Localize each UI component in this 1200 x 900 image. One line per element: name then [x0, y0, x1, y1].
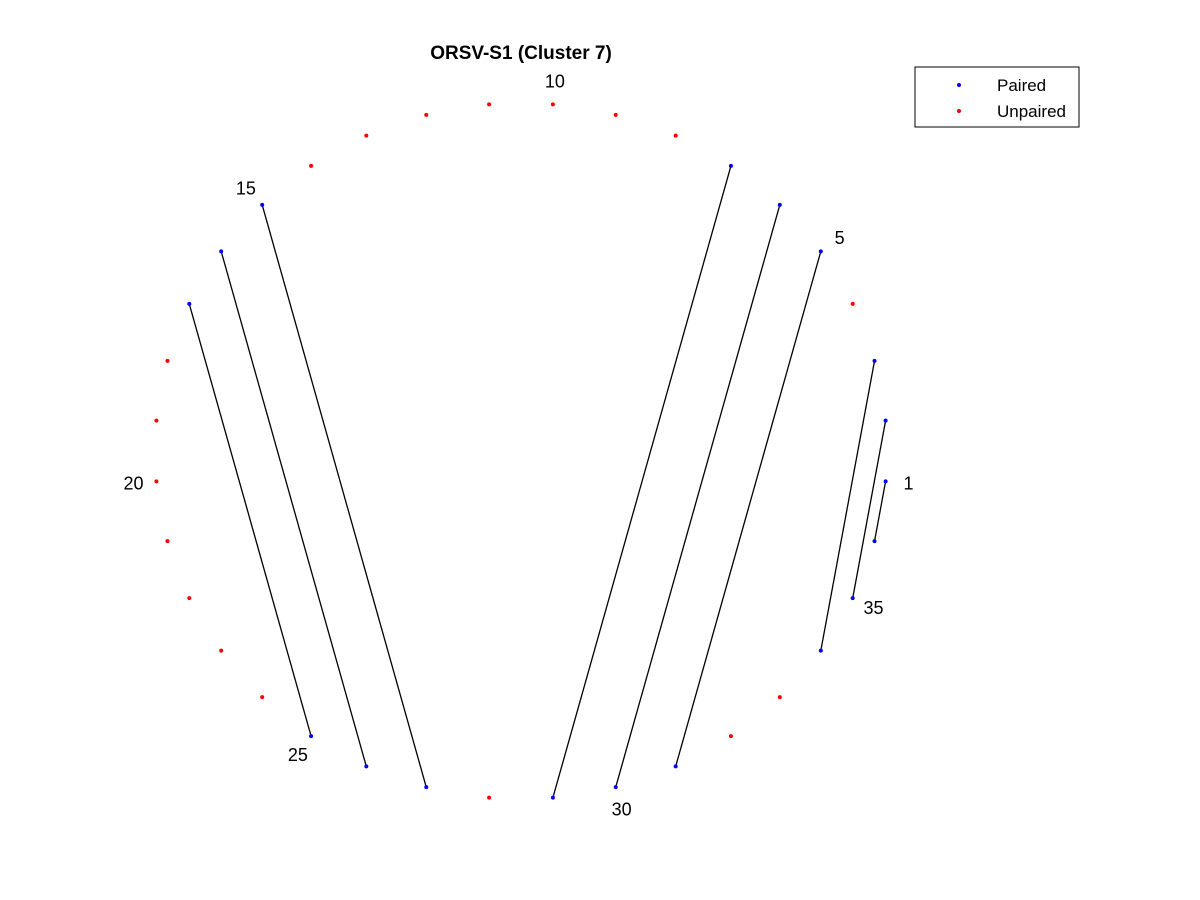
unpaired-point-13	[364, 133, 369, 138]
unpaired-point-9	[613, 112, 618, 117]
pair-line-5-31	[675, 251, 822, 767]
paired-point-27	[424, 785, 429, 790]
paired-point-3	[872, 358, 877, 363]
unpaired-point-22	[187, 596, 192, 601]
position-label-25: 25	[288, 745, 308, 765]
paired-point-31	[673, 764, 678, 769]
legend-paired-marker	[957, 83, 961, 87]
paired-point-25	[309, 734, 314, 739]
paired-point-29	[550, 795, 555, 800]
unpaired-point-33	[777, 695, 782, 700]
paired-point-5	[818, 249, 823, 254]
position-label-35: 35	[864, 598, 884, 618]
paired-point-15	[260, 202, 265, 207]
paired-point-6	[777, 202, 782, 207]
paired-point-34	[818, 648, 823, 653]
unpaired-point-32	[728, 734, 733, 739]
unpaired-point-10	[550, 102, 555, 107]
pair-line-15-27	[261, 204, 427, 788]
pair-line-3-34	[820, 360, 876, 651]
legend: Paired Unpaired	[914, 66, 1080, 128]
paired-point-1	[883, 479, 888, 484]
pair-line-6-30	[615, 204, 781, 788]
unpaired-point-14	[309, 163, 314, 168]
legend-paired-label: Paired	[997, 76, 1046, 95]
position-label-20: 20	[123, 473, 143, 493]
position-points	[154, 102, 888, 800]
chart-title: ORSV-S1 (Cluster 7)	[430, 43, 612, 64]
paired-point-30	[613, 785, 618, 790]
paired-point-26	[364, 764, 369, 769]
position-label-15: 15	[236, 179, 256, 199]
unpaired-point-28	[487, 795, 492, 800]
position-label-30: 30	[612, 799, 632, 819]
unpaired-point-21	[165, 539, 170, 544]
paired-point-17	[187, 301, 192, 306]
position-label-5: 5	[835, 228, 845, 248]
paired-point-7	[728, 163, 733, 168]
unpaired-point-12	[424, 112, 429, 117]
unpaired-point-20	[154, 479, 159, 484]
unpaired-point-18	[165, 358, 170, 363]
paired-point-16	[219, 249, 224, 254]
paired-point-36	[872, 539, 877, 544]
unpaired-point-23	[219, 648, 224, 653]
unpaired-point-11	[487, 102, 492, 107]
pair-line-2-35	[852, 420, 887, 599]
pair-lines	[188, 165, 887, 798]
legend-unpaired-marker	[957, 109, 961, 113]
unpaired-point-8	[673, 133, 678, 138]
legend-box	[914, 66, 1080, 128]
pair-line-1-36	[873, 481, 887, 542]
pair-line-17-25	[188, 303, 312, 737]
position-label-1: 1	[904, 473, 914, 493]
unpaired-point-24	[260, 695, 265, 700]
unpaired-point-19	[154, 418, 159, 423]
unpaired-point-4	[850, 301, 855, 306]
position-label-10: 10	[545, 71, 565, 91]
pair-line-16-26	[220, 251, 367, 767]
paired-point-35	[850, 596, 855, 601]
paired-point-2	[883, 418, 888, 423]
pair-line-7-29	[552, 165, 732, 798]
legend-unpaired-label: Unpaired	[997, 102, 1066, 121]
